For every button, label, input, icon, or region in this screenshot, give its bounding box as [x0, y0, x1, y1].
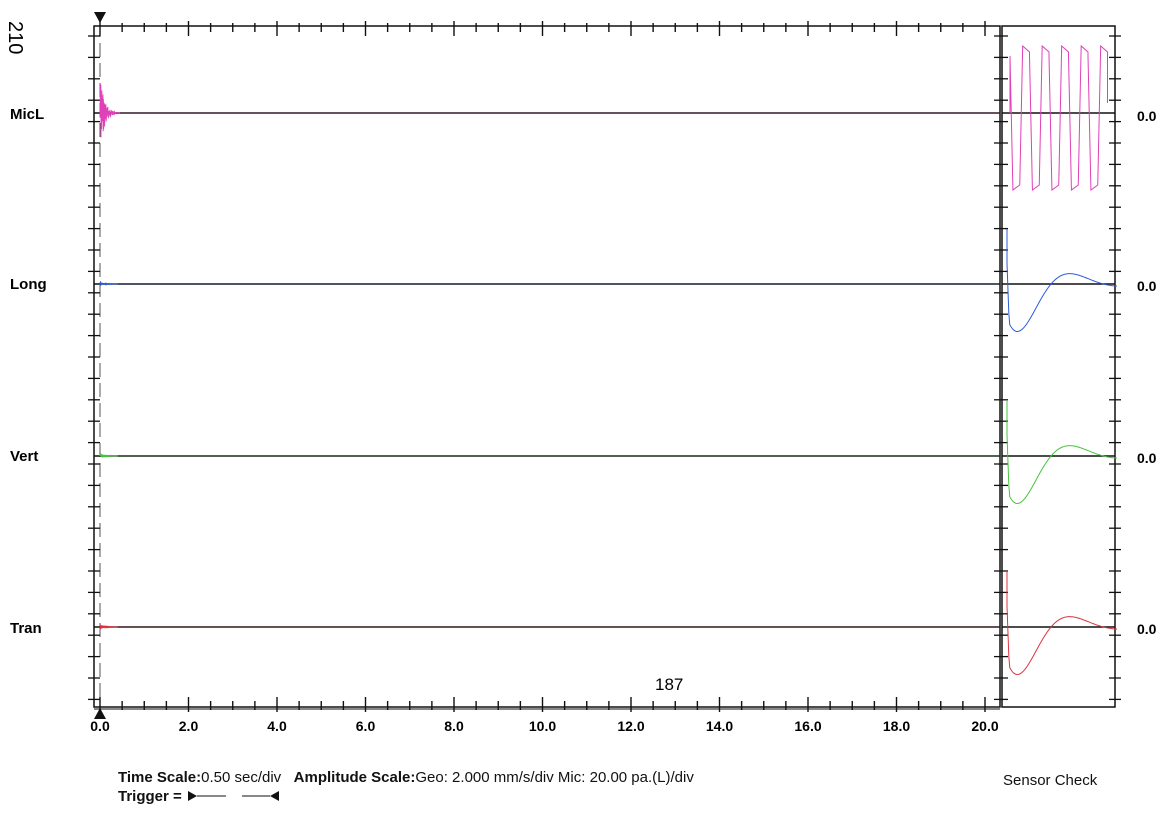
x-tick-labels: 0.0 2.0 4.0 6.0 8.0 10.0 12.0 14.0 16.0 …: [90, 718, 999, 734]
time-scale-value: 0.50 sec/div: [201, 769, 282, 786]
annotation-number: 187: [655, 675, 683, 694]
channel-label-micl: MicL: [10, 106, 44, 123]
x-tick-label: 6.0: [356, 718, 376, 734]
sensor-wave-tran: [1006, 572, 1118, 675]
x-tick-label: 4.0: [267, 718, 287, 734]
page-number: 210: [4, 21, 26, 54]
amplitude-scale-label: Amplitude Scale:: [293, 769, 416, 786]
channel-value-long: 0.0: [1137, 278, 1157, 294]
waveform-traces: [94, 83, 1000, 630]
channel-value-tran: 0.0: [1137, 621, 1157, 637]
channel-label-vert: Vert: [10, 448, 38, 465]
axis-ticks: [88, 21, 1121, 712]
amplitude-scale-value: Geo: 2.000 mm/s/div Mic: 20.00 pa.(L)/di…: [415, 769, 694, 786]
x-tick-label: 2.0: [179, 718, 199, 734]
footer-scales: Time Scale:0.50 sec/div Amplitude Scale:…: [118, 768, 694, 788]
plot-frame: [93, 12, 1116, 719]
trigger-top-marker: [94, 12, 106, 23]
channel-value-micl: 0.0: [1137, 108, 1157, 124]
channel-label-tran: Tran: [10, 620, 42, 637]
x-tick-label: 12.0: [617, 718, 644, 734]
time-scale-label: Time Scale:: [118, 769, 202, 786]
x-tick-label: 8.0: [444, 718, 464, 734]
x-tick-label: 18.0: [883, 718, 910, 734]
sensor-check-border: [1001, 25, 1116, 708]
channel-value-vert: 0.0: [1137, 450, 1157, 466]
trigger-bottom-marker: [94, 708, 106, 719]
sensor-wave-micl: [1009, 44, 1108, 191]
channel-label-long: Long: [10, 276, 47, 293]
x-tick-label: 16.0: [794, 718, 821, 734]
plot-border: [93, 25, 1001, 708]
x-tick-label: 0.0: [90, 718, 110, 734]
waveform-long: [99, 280, 118, 286]
sensor-wave-vert: [1006, 401, 1118, 504]
footer-trigger: Trigger =: [118, 788, 296, 806]
x-tick-label: 20.0: [971, 718, 998, 734]
trigger-label: Trigger =: [118, 788, 182, 805]
sensor-check-traces: [1002, 44, 1118, 675]
waveform-micl: [99, 83, 120, 138]
x-tick-label: 10.0: [529, 718, 556, 734]
waveform-tran: [99, 624, 118, 630]
waveform-vert: [99, 453, 118, 459]
sensor-wave-long: [1006, 229, 1118, 332]
sensor-check-label: Sensor Check: [1003, 772, 1098, 789]
x-tick-label: 14.0: [706, 718, 733, 734]
trigger-marker-icon: [187, 791, 279, 801]
